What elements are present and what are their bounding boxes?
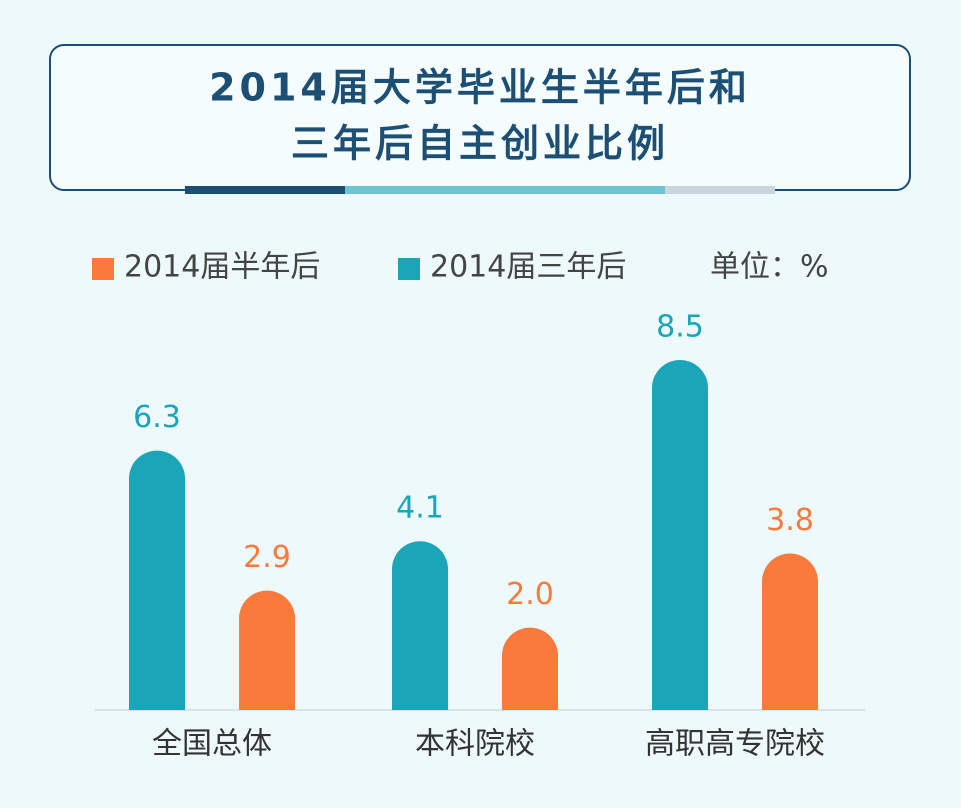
- bar: [129, 450, 185, 710]
- legend-swatch: [92, 258, 114, 280]
- x-tick-label: 本科院校: [415, 727, 535, 762]
- legend-label: 2014届半年后: [124, 250, 320, 285]
- x-tick-label: 全国总体: [152, 727, 272, 762]
- data-label: 6.3: [133, 400, 181, 435]
- chart-title: 三年后自主创业比例: [291, 122, 669, 166]
- bar: [239, 590, 295, 710]
- bar: [392, 541, 448, 710]
- data-label: 3.8: [766, 503, 814, 538]
- unit-label: 单位：%: [710, 250, 829, 285]
- title-decoration: [345, 186, 665, 194]
- chart-title: 2014届大学毕业生半年后和: [209, 66, 751, 110]
- data-label: 2.0: [506, 577, 554, 612]
- bar: [652, 360, 708, 710]
- title-decoration: [185, 186, 345, 194]
- data-label: 8.5: [656, 310, 704, 345]
- legend-label: 2014届三年后: [430, 250, 626, 285]
- bar: [502, 627, 558, 710]
- legend-swatch: [398, 258, 420, 280]
- title-decoration: [665, 186, 775, 194]
- data-label: 4.1: [396, 491, 444, 526]
- data-label: 2.9: [243, 540, 291, 575]
- x-tick-label: 高职高专院校: [645, 727, 825, 762]
- bar: [762, 553, 818, 710]
